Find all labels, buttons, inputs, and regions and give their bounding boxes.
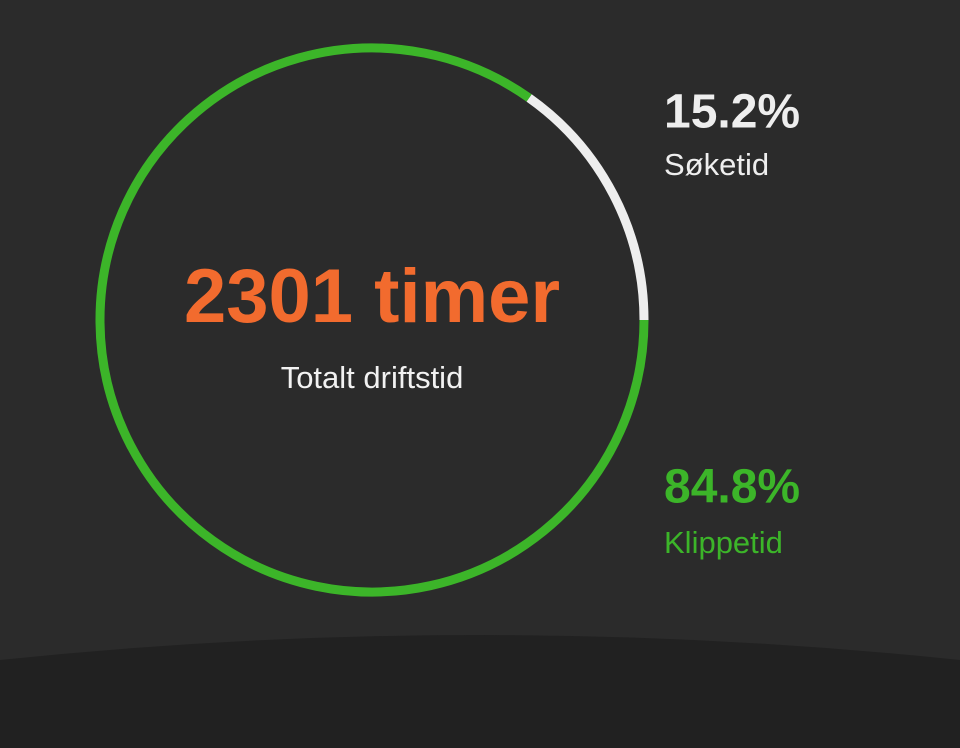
legend-label: Klippetid [664, 525, 783, 560]
center-title: 2301 timer [184, 254, 560, 339]
bottom-band [0, 635, 960, 748]
ring-segment [526, 94, 649, 321]
legend-label: Søketid [664, 147, 769, 182]
legend-value: 15.2% [664, 86, 800, 139]
ring-segment [95, 43, 649, 597]
legend-value: 84.8% [664, 461, 800, 514]
center-subtitle: Totalt driftstid [281, 360, 464, 395]
